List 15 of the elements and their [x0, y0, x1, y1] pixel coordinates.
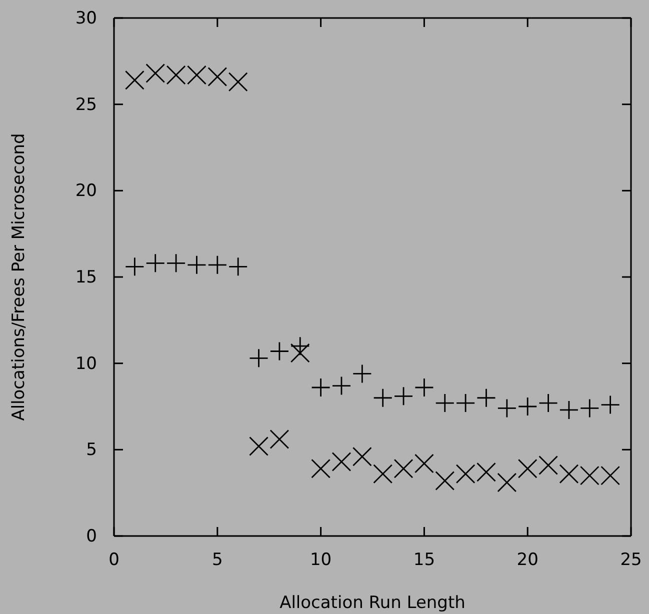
y-axis-title: Allocations/Frees Per Microsecond [9, 133, 29, 421]
y-tick-label: 15 [75, 267, 97, 288]
x-tick-label: 20 [516, 550, 538, 570]
y-tick-label: 20 [75, 181, 97, 202]
x-tick-label: 15 [413, 550, 436, 570]
x-tick-label: 5 [212, 550, 223, 570]
x-axis-title: Allocation Run Length [280, 593, 466, 613]
y-tick-label: 30 [75, 8, 97, 28]
y-tick-label: 25 [75, 94, 97, 115]
y-tick-label: 5 [86, 440, 97, 460]
y-tick-label: 10 [75, 354, 97, 374]
x-tick-label: 25 [620, 550, 642, 570]
x-tick-label: 10 [310, 550, 332, 570]
x-tick-label: 0 [108, 550, 120, 570]
y-tick-label: 0 [86, 526, 97, 546]
